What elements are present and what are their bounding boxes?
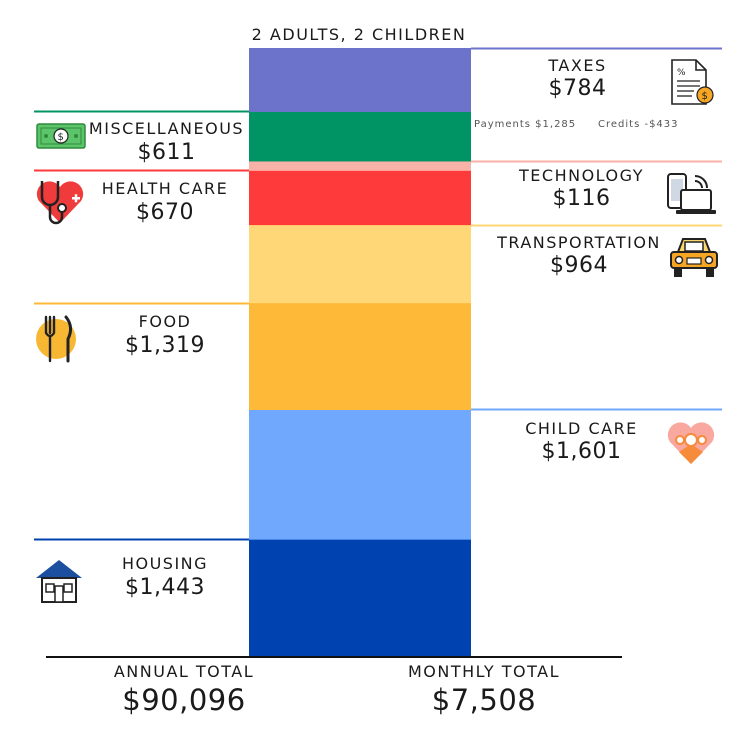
car-icon xyxy=(670,238,718,277)
bar-segments xyxy=(249,48,471,657)
svg-text:$: $ xyxy=(702,91,708,102)
food-amount: $1,319 xyxy=(125,333,205,358)
bar-segment-health-care xyxy=(249,170,471,226)
bar-segment-transportation xyxy=(249,224,471,304)
money-bill-icon: $ xyxy=(36,123,86,149)
health-care-label: HEALTH CARE xyxy=(101,179,229,198)
fork-knife-icon xyxy=(36,315,76,363)
transportation-label: TRANSPORTATION xyxy=(497,233,661,252)
miscellaneous-label: MISCELLANEOUS xyxy=(88,119,245,138)
bar-segment-housing xyxy=(249,539,471,657)
svg-text:$: $ xyxy=(58,132,64,143)
svg-text:%: % xyxy=(677,68,686,78)
tax-document-icon: % $ xyxy=(671,59,714,105)
bar-segment-food xyxy=(249,302,471,410)
monthly-total-label: MONTHLY TOTAL xyxy=(407,662,561,681)
house-icon xyxy=(36,560,82,603)
child-care-amount: $1,601 xyxy=(541,439,622,464)
taxes-payments: Payments $1,285 xyxy=(474,119,577,130)
food-label: FOOD xyxy=(138,312,192,331)
monthly-total-value: $7,508 xyxy=(431,683,537,717)
chart-title: 2 ADULTS, 2 CHILDREN xyxy=(251,25,467,44)
stethoscope-heart-icon xyxy=(36,181,84,225)
housing-amount: $1,443 xyxy=(125,575,205,600)
taxes-amount: $784 xyxy=(548,76,607,101)
annual-total-label: ANNUAL TOTAL xyxy=(113,662,255,681)
child-care-label: CHILD CARE xyxy=(525,419,638,438)
technology-label: TECHNOLOGY xyxy=(519,166,644,185)
transportation-amount: $964 xyxy=(550,253,608,278)
bar-segment-technology xyxy=(249,160,471,171)
housing-label: HOUSING xyxy=(121,554,209,573)
leader-lines xyxy=(34,47,722,541)
bar-segment-miscellaneous xyxy=(249,111,471,162)
taxes-credits: Credits -$433 xyxy=(598,119,679,130)
bar-segment-child-care xyxy=(249,409,471,540)
bar-segment-taxes xyxy=(249,48,471,112)
health-care-amount: $670 xyxy=(136,200,194,225)
technology-amount: $116 xyxy=(552,186,611,211)
taxes-label: TAXES xyxy=(548,56,607,75)
annual-total-value: $90,096 xyxy=(122,683,246,717)
devices-icon xyxy=(667,173,716,214)
miscellaneous-amount: $611 xyxy=(137,140,196,165)
heart-family-icon xyxy=(667,422,715,464)
